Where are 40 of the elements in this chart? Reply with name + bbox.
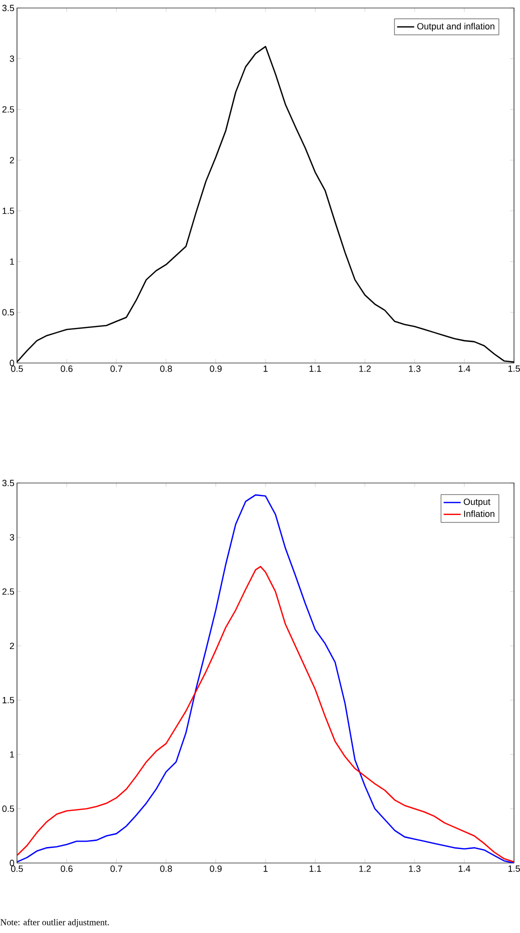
x-tick-label: 0.7 [110, 866, 122, 872]
x-tick-label: 0.9 [210, 866, 222, 872]
x-tick-label: 0.7 [110, 366, 122, 372]
y-tick-label: 1.5 [2, 696, 14, 704]
x-tick-label: 1 [264, 366, 268, 372]
x-tick-label: 1.1 [310, 866, 322, 872]
y-tick-label: 2.5 [2, 106, 14, 113]
y-tick-label: 0.5 [2, 309, 14, 316]
y-tick-label: 0 [10, 860, 14, 866]
x-tick-label: 1.2 [359, 366, 371, 372]
x-tick-label: 1.3 [409, 866, 420, 872]
y-tick-label: 0.5 [2, 806, 14, 812]
x-tick-label: 1 [264, 866, 268, 872]
y-tick-label: 3 [10, 534, 14, 540]
x-tick-label: 1.3 [409, 366, 420, 372]
y-tick-label: 1.5 [2, 208, 14, 214]
y-tick-label: 1 [10, 751, 14, 758]
y-tick-label: 3.5 [2, 480, 14, 486]
y-tick-label: 0 [10, 360, 14, 366]
x-tick-label: 1.5 [508, 866, 520, 872]
x-tick-label: 0.9 [210, 366, 222, 372]
y-tick-label: 2 [10, 156, 14, 164]
y-tick-label: 2.5 [2, 588, 14, 595]
y-tick-label: 3 [10, 56, 14, 62]
x-tick-label: 0.8 [160, 366, 172, 372]
x-tick-label: 1.2 [359, 866, 371, 872]
x-tick-label: 1.1 [310, 366, 322, 372]
legend-label: Output and inflation [417, 22, 494, 32]
x-tick-label: 1.5 [508, 366, 520, 372]
y-tick-label: 2 [10, 642, 14, 649]
legend-label: Output [464, 498, 490, 507]
x-tick-label: 0.8 [160, 866, 172, 872]
x-tick-label: 1.4 [458, 366, 470, 372]
y-tick-label: 1 [10, 258, 14, 265]
legend-label: Inflation [464, 510, 494, 517]
x-tick-label: 0.6 [60, 366, 73, 372]
x-tick-label: 0.6 [60, 866, 73, 872]
y-tick-label: 3.5 [2, 4, 14, 12]
text: Note: after outlier adjustment. [0, 918, 109, 928]
x-tick-label: 1.4 [458, 866, 470, 872]
